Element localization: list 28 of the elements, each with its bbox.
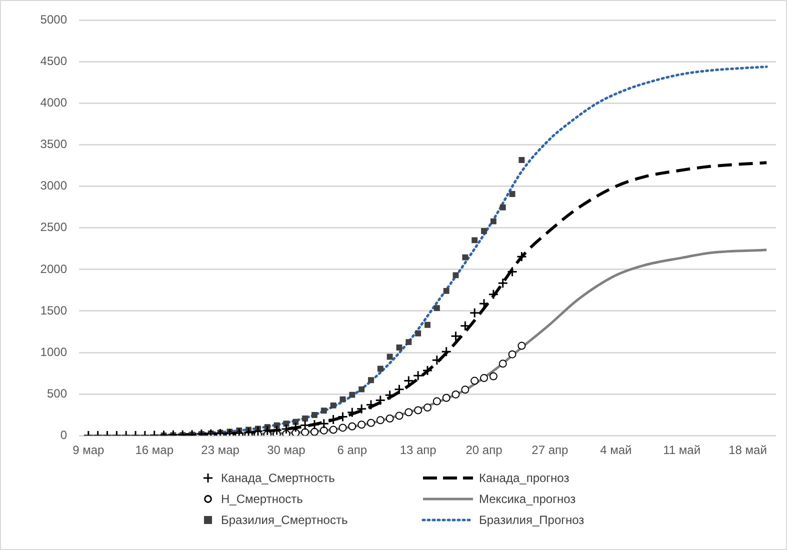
x-tick-label: 16 мар [135,443,174,458]
legend-label: Бразилия_Прогноз [479,512,584,526]
y-tick-label: 3500 [40,137,68,152]
x-tick-label: 6 апр [337,443,368,458]
x-tick-label: 13 апр [400,443,437,458]
legend-label: Мексика_прогноз [479,492,576,506]
x-tick-label: 23 мар [201,443,240,458]
legend-label: Н_Смертность [221,492,303,506]
x-tick-label: 11 май [663,443,701,458]
x-tick-label: 20 апр [466,443,503,458]
x-tick-label: 18 май [728,443,767,458]
x-tick-label: 27 апр [532,443,569,458]
y-tick-label: 2000 [40,262,68,276]
y-tick-label: 500 [46,386,68,400]
x-tick-label: 9 мар [72,443,105,458]
y-tick-label: 1500 [40,303,68,318]
y-tick-label: 2500 [40,220,68,234]
x-tick-label: 4 май [600,443,632,458]
legend-label: Канада_прогноз [479,470,570,484]
y-tick-label: 5000 [40,12,68,27]
legend-label: Бразилия_Смертность [221,512,348,526]
y-tick-label: 3000 [40,178,68,193]
x-tick-label: 30 мар [267,443,306,458]
y-tick-label: 1000 [40,344,68,359]
y-tick-label: 4500 [40,54,68,68]
y-tick-label: 0 [60,428,68,442]
legend-label: Канада_Смертность [221,470,335,484]
y-tick-label: 4000 [40,96,68,110]
